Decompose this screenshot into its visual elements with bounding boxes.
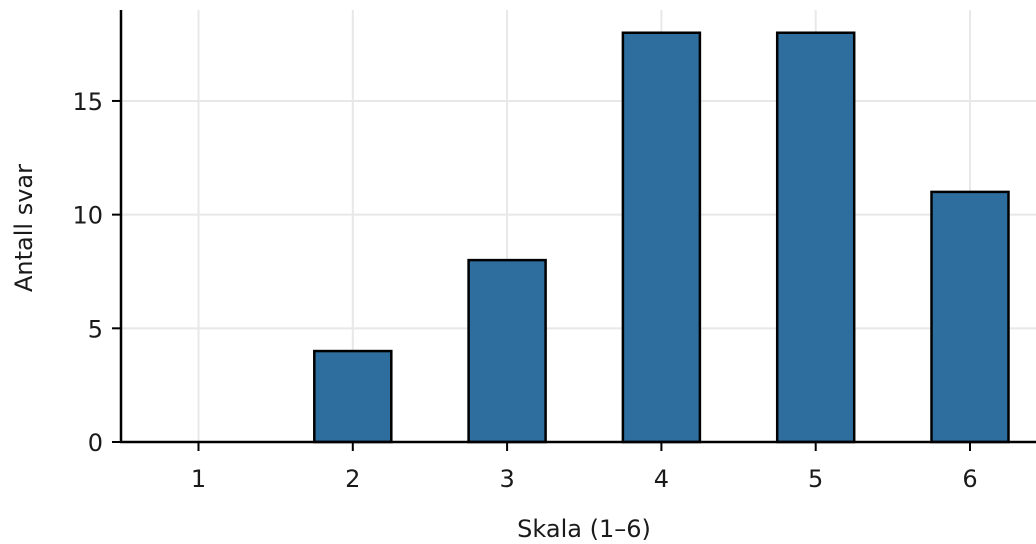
bar [930, 190, 1010, 444]
x-tick-label: 3 [499, 465, 514, 493]
x-tick-label: 4 [654, 465, 669, 493]
y-tick-label: 15 [72, 88, 103, 116]
y-axis-ticks: 0 5 10 15 [72, 88, 121, 457]
x-tick-label: 5 [808, 465, 823, 493]
bar [467, 258, 547, 444]
bars [313, 31, 1010, 444]
x-tick-label: 6 [962, 465, 977, 493]
x-axis-ticks: 1 2 3 4 5 6 [191, 442, 978, 493]
y-tick-label: 5 [88, 315, 103, 343]
y-axis-label: Antall svar [10, 164, 38, 292]
y-tick-label: 10 [72, 202, 103, 230]
x-tick-label: 2 [345, 465, 360, 493]
axes [119, 10, 1036, 444]
x-tick-label: 1 [191, 465, 206, 493]
bar [775, 31, 856, 444]
grid-lines [121, 10, 1036, 442]
bar [313, 349, 393, 444]
y-tick-label: 0 [88, 429, 103, 457]
bar [621, 31, 702, 444]
x-axis-label: Skala (1–6) [517, 515, 651, 543]
